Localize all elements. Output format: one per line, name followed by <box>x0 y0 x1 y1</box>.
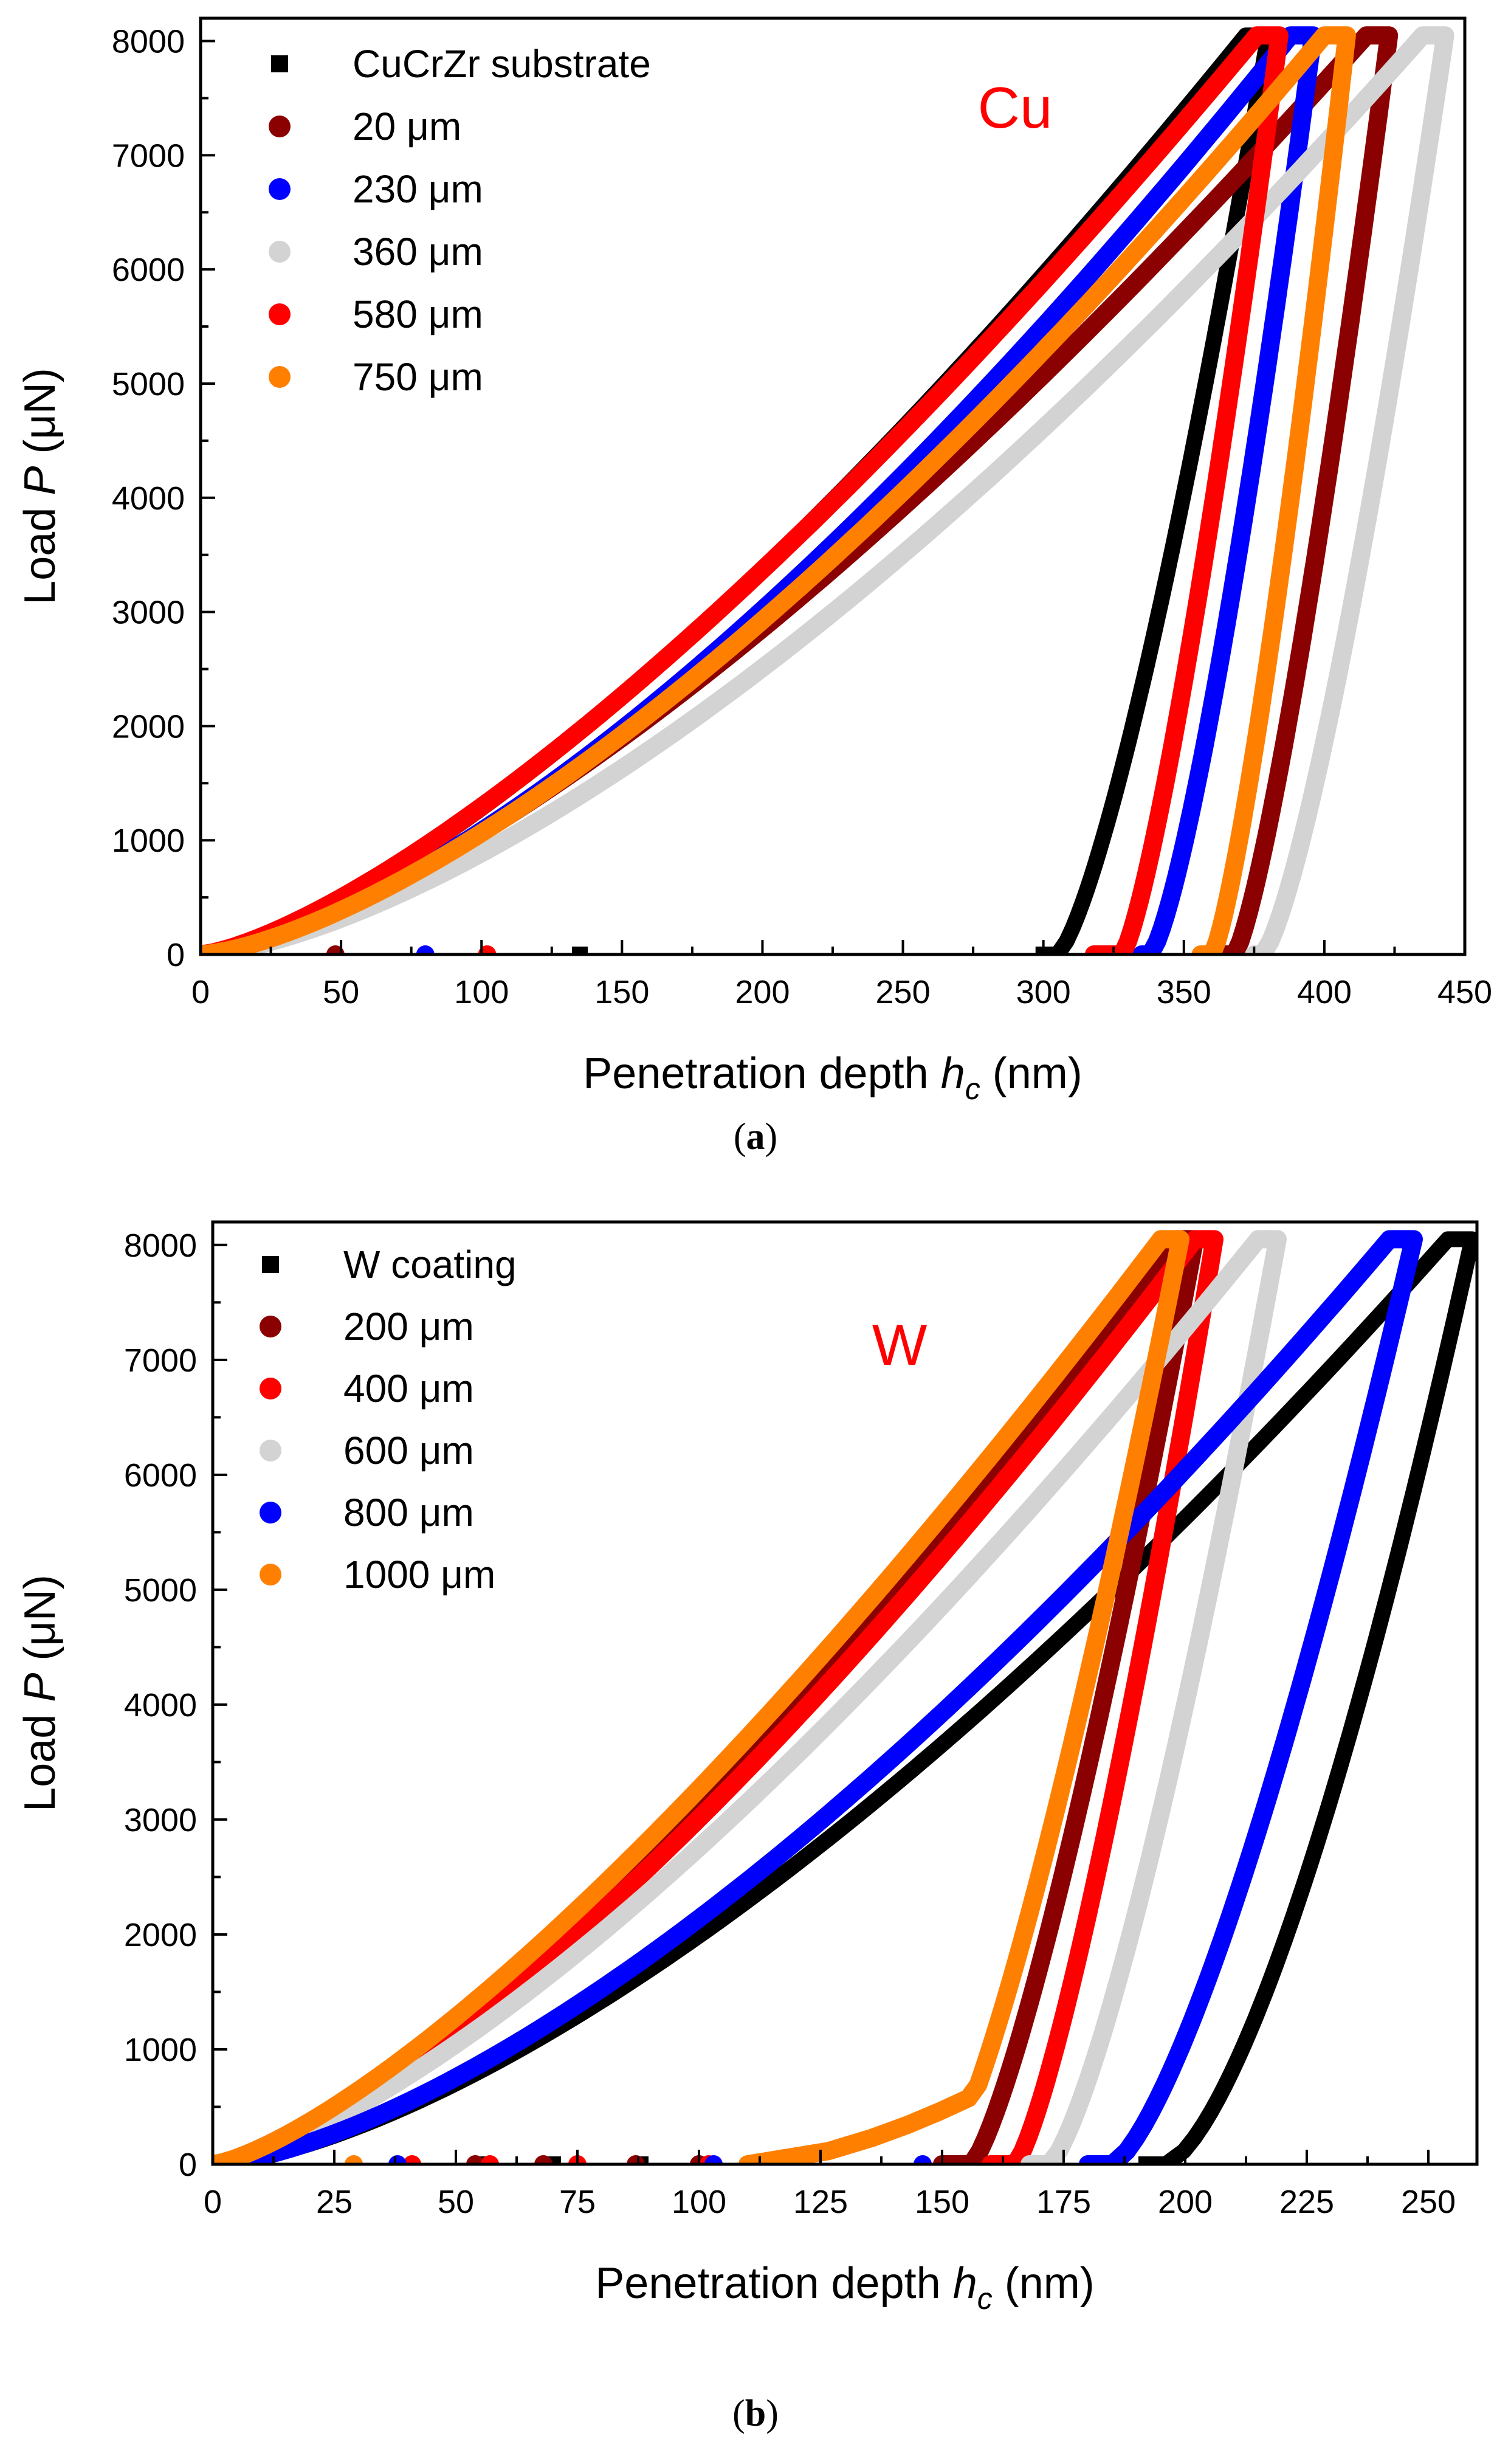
series-point-1-0 <box>466 2155 484 2164</box>
y-tick-label: 1000 <box>124 2032 197 2068</box>
legend-label-4: 800 μm <box>343 1491 474 1534</box>
series-point-1-1 <box>534 2155 552 2164</box>
legend-label-1: 20 μm <box>353 105 461 148</box>
legend-label-0: CuCrZr substrate <box>353 42 651 86</box>
legend-label-1: 200 μm <box>343 1305 474 1348</box>
x-tick-label: 175 <box>1036 2184 1091 2220</box>
material-annotation: Cu <box>978 75 1053 140</box>
legend-marker-4 <box>269 303 291 325</box>
series-point-4-0 <box>388 2155 407 2164</box>
plot-area <box>213 1230 1477 2164</box>
plot-area <box>201 26 1454 954</box>
y-tick-label: 5000 <box>124 1572 197 1609</box>
y-tick-label: 6000 <box>112 252 185 288</box>
x-tick-label: 250 <box>876 974 931 1010</box>
legend-marker-2 <box>260 1378 281 1399</box>
x-tick-label: 300 <box>1016 974 1071 1010</box>
x-tick-label: 75 <box>559 2184 596 2220</box>
y-tick-label: 3000 <box>124 1802 197 1838</box>
x-tick-label: 400 <box>1297 974 1352 1010</box>
axes-frame <box>211 1220 1479 2166</box>
x-tick-label: 50 <box>323 974 359 1010</box>
y-tick-label: 8000 <box>124 1227 197 1264</box>
x-axis-title: Penetration depth hc (nm) <box>595 2259 1094 2316</box>
y-tick-label: 0 <box>167 937 185 973</box>
y-tick-label: 4000 <box>112 480 185 517</box>
legend-marker-1 <box>260 1316 281 1337</box>
legend-marker-0 <box>271 55 288 72</box>
legend-label-3: 360 μm <box>353 230 483 274</box>
legend-marker-5 <box>269 366 291 388</box>
series-point-2-0 <box>403 2155 421 2164</box>
x-tick-label: 0 <box>204 2184 222 2220</box>
series-point-4-2 <box>914 2155 932 2164</box>
x-tick-label: 100 <box>454 974 509 1010</box>
y-tick-label: 7000 <box>112 137 185 174</box>
chart-panel-a: 0 50 100 150 200 250 300 350 400 450 0 1000 2000 3000… <box>16 16 1492 1158</box>
legend-label-2: 230 μm <box>353 167 483 211</box>
series-line-4 <box>213 1230 1423 2164</box>
y-tick-label: 7000 <box>124 1342 197 1379</box>
x-tick-label: 225 <box>1279 2184 1334 2220</box>
x-tick-label: 200 <box>735 974 790 1010</box>
legend-marker-2 <box>269 178 291 200</box>
y-tick-label: 4000 <box>124 1687 197 1724</box>
series-point-5-0 <box>345 2155 363 2164</box>
series-line-5 <box>201 26 1356 954</box>
series-point-1-2 <box>627 2155 645 2164</box>
legend-label-2: 400 μm <box>343 1367 474 1410</box>
series-line-4 <box>201 26 1289 954</box>
legend-marker-3 <box>260 1440 281 1461</box>
legend-label-3: 600 μm <box>343 1429 474 1472</box>
legend-marker-4 <box>260 1502 281 1524</box>
y-axis-title: Load P (μN) <box>16 368 64 605</box>
series-line-2 <box>213 1230 1224 2164</box>
series-point-0-0 <box>572 947 588 954</box>
y-axis-title: Load P (μN) <box>16 1575 64 1812</box>
x-tick-label: 200 <box>1158 2184 1213 2220</box>
panel-caption: (b) <box>732 2393 779 2434</box>
legend-marker-5 <box>260 1564 281 1586</box>
series-point-2-0 <box>416 945 435 954</box>
y-tick-label: 0 <box>179 2147 197 2183</box>
series-point-4-1 <box>704 2155 723 2164</box>
y-tick-label: 2000 <box>112 708 185 745</box>
legend: W coating 200 μm 400 μm 600 μm 800 μm 1000 μm <box>260 1243 517 1596</box>
legend-label-5: 750 μm <box>353 355 483 399</box>
x-tick-label: 350 <box>1157 974 1211 1010</box>
y-tick-label: 8000 <box>112 24 185 60</box>
x-tick-label: 100 <box>672 2184 726 2220</box>
y-tick-label: 6000 <box>124 1457 197 1494</box>
x-tick-label: 25 <box>316 2184 353 2220</box>
series-line-0 <box>213 1231 1477 2164</box>
legend-marker-0 <box>262 1256 279 1273</box>
series-point-2-1 <box>481 2155 499 2164</box>
y-tick-label: 5000 <box>112 366 185 402</box>
panel-caption: (a) <box>734 1116 777 1158</box>
chart-panel-b: 0 25 50 75 100 125 150 175 200 225 250 0 1000 2000 300… <box>16 1220 1479 2434</box>
x-axis-title: Penetration depth hc (nm) <box>583 1049 1082 1106</box>
x-tick-label: 150 <box>594 974 649 1010</box>
x-tick-label: 450 <box>1437 974 1492 1010</box>
x-tick-label: 150 <box>915 2184 969 2220</box>
y-tick-label: 3000 <box>112 595 185 631</box>
x-tick-label: 125 <box>793 2184 848 2220</box>
legend-marker-1 <box>269 116 291 137</box>
x-tick-label: 50 <box>438 2184 474 2220</box>
y-tick-label: 2000 <box>124 1917 197 1953</box>
legend-label-4: 580 μm <box>353 292 483 336</box>
legend-label-0: W coating <box>343 1243 517 1286</box>
series-line-5 <box>213 1230 1189 2164</box>
material-annotation: W <box>872 1313 928 1378</box>
legend-marker-3 <box>269 241 291 263</box>
x-tick-label: 250 <box>1401 2184 1456 2220</box>
y-tick-label: 1000 <box>112 823 185 859</box>
legend-label-5: 1000 μm <box>343 1553 495 1596</box>
series-line-3 <box>213 1230 1287 2164</box>
x-tick-label: 0 <box>191 974 210 1010</box>
legend: CuCrZr substrate 20 μm 230 μm 360 μm 580 μm 7… <box>269 42 651 399</box>
